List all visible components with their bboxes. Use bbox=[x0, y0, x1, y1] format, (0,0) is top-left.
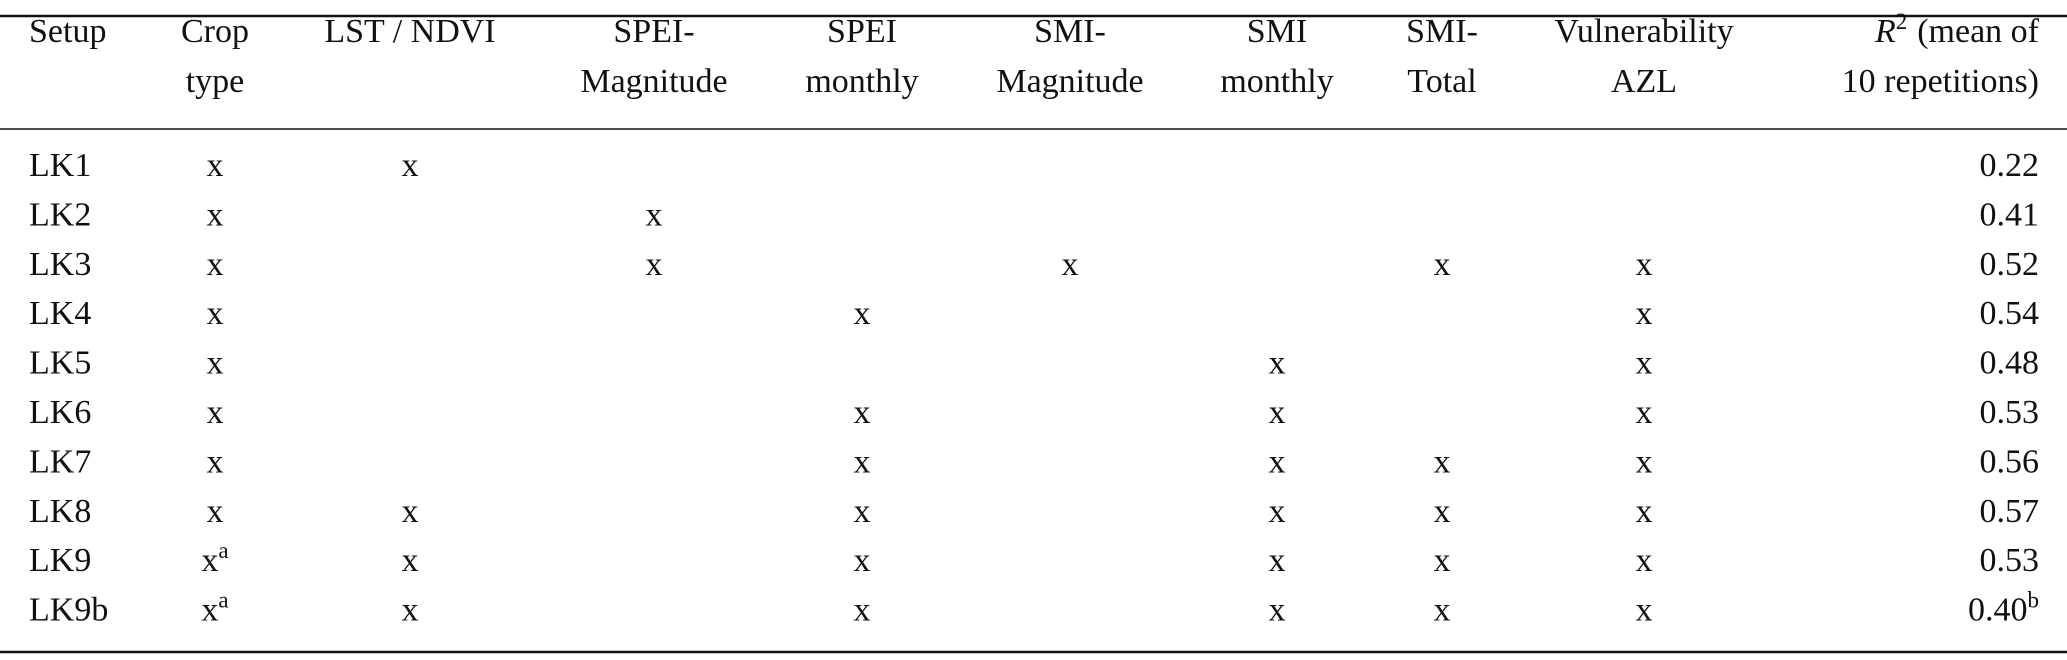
table-cell: 0.48 bbox=[1980, 345, 2040, 382]
table-cell: x bbox=[854, 295, 871, 332]
column-header: SPEI bbox=[827, 13, 897, 50]
column-header: Magnitude bbox=[580, 63, 727, 100]
table-cell: x bbox=[1636, 493, 1653, 530]
superscript: b bbox=[2028, 588, 2040, 613]
column-header: AZL bbox=[1611, 63, 1677, 100]
table-cell: x bbox=[854, 493, 871, 530]
table-cell: x bbox=[1269, 394, 1286, 431]
table-cell: LK2 bbox=[29, 196, 91, 233]
column-header: SMI- bbox=[1034, 13, 1106, 50]
table-cell: x bbox=[854, 592, 871, 629]
table-cell: 0.53 bbox=[1980, 542, 2040, 579]
column-header: SMI bbox=[1247, 13, 1307, 50]
table-cell: x bbox=[646, 246, 663, 283]
superscript: a bbox=[218, 538, 228, 563]
column-header: Crop bbox=[181, 13, 249, 50]
cell-text: 0.40 bbox=[1968, 592, 2028, 629]
table-cell: 0.57 bbox=[1980, 493, 2040, 530]
table-cell: x bbox=[207, 147, 224, 184]
cell-text: (mean of bbox=[1917, 13, 2039, 50]
table-cell: x bbox=[854, 443, 871, 480]
column-header: monthly bbox=[1220, 63, 1333, 100]
table-cell: x bbox=[854, 394, 871, 431]
column-header: SPEI- bbox=[613, 13, 694, 50]
table-cell: x bbox=[1636, 246, 1653, 283]
table-cell: LK9 bbox=[29, 542, 91, 579]
table-cell: x bbox=[1636, 443, 1653, 480]
column-header: Setup bbox=[29, 13, 106, 50]
table-cell: x bbox=[402, 542, 419, 579]
column-header: Magnitude bbox=[996, 63, 1143, 100]
column-header: R2 (mean of bbox=[1874, 9, 2040, 50]
table-cell: 0.53 bbox=[1980, 394, 2040, 431]
table-cell: x bbox=[1636, 542, 1653, 579]
table-cell: x bbox=[207, 246, 224, 283]
table-cell: x bbox=[1062, 246, 1079, 283]
table-cell: x bbox=[1269, 542, 1286, 579]
symbol: R bbox=[1874, 13, 1896, 50]
table-cell: x bbox=[1636, 295, 1653, 332]
table-cell: x bbox=[207, 493, 224, 530]
table-cell: x bbox=[1636, 394, 1653, 431]
table-cell: x bbox=[1269, 592, 1286, 629]
table-cell: xa bbox=[201, 538, 228, 579]
table-cell: x bbox=[1636, 592, 1653, 629]
table-cell: 0.54 bbox=[1980, 295, 2040, 332]
table-cell: x bbox=[207, 196, 224, 233]
table-cell: x bbox=[402, 592, 419, 629]
table-cell: x bbox=[1434, 443, 1451, 480]
table-cell: x bbox=[854, 542, 871, 579]
table-cell: xa bbox=[201, 588, 228, 629]
superscript: a bbox=[218, 588, 228, 613]
table-cell: x bbox=[1269, 443, 1286, 480]
cell-text: x bbox=[201, 592, 218, 629]
column-header: Vulnerability bbox=[1554, 13, 1733, 50]
table-cell: x bbox=[207, 295, 224, 332]
column-header: Total bbox=[1407, 63, 1476, 100]
table-cell: LK5 bbox=[29, 345, 91, 382]
table-cell: x bbox=[402, 493, 419, 530]
column-header: 10 repetitions) bbox=[1842, 63, 2039, 100]
column-header: LST / NDVI bbox=[324, 13, 495, 50]
table-cell: x bbox=[207, 345, 224, 382]
table-cell: x bbox=[1434, 493, 1451, 530]
column-header: type bbox=[186, 63, 245, 100]
table-cell: 0.56 bbox=[1980, 443, 2040, 480]
table-cell: x bbox=[1434, 542, 1451, 579]
table-cell: 0.52 bbox=[1980, 246, 2040, 283]
column-header: SMI- bbox=[1406, 13, 1478, 50]
table-cell: LK3 bbox=[29, 246, 91, 283]
table-cell: x bbox=[646, 196, 663, 233]
table-cell: LK4 bbox=[29, 295, 91, 332]
table-cell: x bbox=[1434, 246, 1451, 283]
table-cell: x bbox=[1636, 345, 1653, 382]
superscript: 2 bbox=[1896, 9, 1908, 34]
table-cell: LK6 bbox=[29, 394, 91, 431]
table-cell: x bbox=[207, 443, 224, 480]
table-cell: 0.22 bbox=[1980, 147, 2040, 184]
table-cell: x bbox=[1269, 345, 1286, 382]
table-cell: x bbox=[1269, 493, 1286, 530]
table-cell: x bbox=[1434, 592, 1451, 629]
table-cell: x bbox=[402, 147, 419, 184]
table-cell: LK7 bbox=[29, 443, 91, 480]
table-cell: LK9b bbox=[29, 592, 108, 629]
table-cell: 0.41 bbox=[1980, 196, 2040, 233]
cell-text: x bbox=[201, 542, 218, 579]
column-header: monthly bbox=[805, 63, 918, 100]
table-cell: 0.40b bbox=[1968, 588, 2039, 629]
table-cell: LK8 bbox=[29, 493, 91, 530]
table-cell: LK1 bbox=[29, 147, 91, 184]
table-cell: x bbox=[207, 394, 224, 431]
